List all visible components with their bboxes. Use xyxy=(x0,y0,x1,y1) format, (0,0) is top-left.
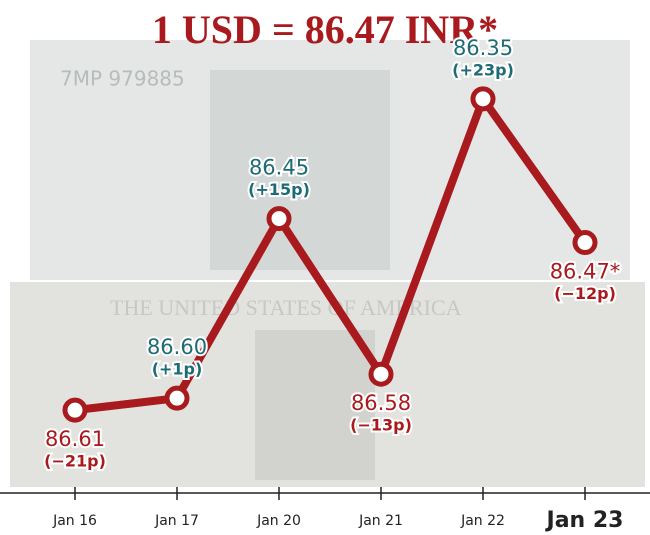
value-label: 86.61 xyxy=(45,427,105,451)
point xyxy=(62,397,88,423)
x-tick-label: Jan 20 xyxy=(256,513,301,529)
x-tick-label: Jan 16 xyxy=(52,513,97,529)
value-label: 86.60 xyxy=(147,335,207,359)
chart-title: 1 USD = 86.47 INR* xyxy=(152,7,498,52)
change-label: (−12p) xyxy=(554,284,616,303)
price-line xyxy=(74,90,589,415)
change-label: (+15p) xyxy=(248,180,310,199)
value-label: 86.58 xyxy=(351,391,411,415)
x-tick-label: Jan 22 xyxy=(460,513,505,529)
value-label: 86.47* xyxy=(550,260,621,284)
change-label: (+1p) xyxy=(152,360,203,379)
change-label: (−21p) xyxy=(44,452,106,471)
point xyxy=(572,230,598,256)
x-tick-label: Jan 21 xyxy=(358,513,403,529)
value-label: 86.45 xyxy=(249,156,309,180)
x-tick-label: Jan 17 xyxy=(154,513,199,529)
point xyxy=(164,385,190,411)
change-label: (+23p) xyxy=(452,60,514,79)
change-label: (−13p) xyxy=(350,416,412,435)
value-label: 86.35 xyxy=(453,36,513,60)
point xyxy=(266,206,292,232)
point xyxy=(470,86,496,112)
point xyxy=(368,361,394,387)
svg-text:7MP 979885: 7MP 979885 xyxy=(60,67,185,91)
x-tick-label: Jan 23 xyxy=(545,508,624,533)
